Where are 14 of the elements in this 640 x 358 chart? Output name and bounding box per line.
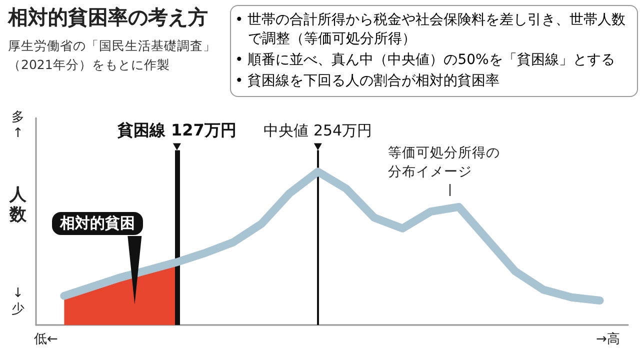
chart-subtitle: 厚生労働省の「国民生活基礎調査」（2021年分）をもとに作製 <box>8 37 217 74</box>
text: 多↑ <box>10 110 26 142</box>
y-axis-title: 人数 <box>8 185 28 225</box>
x-tick-label: 中央値 254万円 <box>264 122 372 140</box>
text: →高 <box>596 331 620 348</box>
text: 低← <box>34 331 58 348</box>
annotation: 等価可処分所得の分布イメージ <box>388 144 501 182</box>
chart-title: 相対的貧困率の考え方 <box>8 4 208 31</box>
x-tick-label: 貧困線 127万円 <box>116 120 236 140</box>
text: 相対的貧困 <box>52 212 143 235</box>
text: • 貧困線を下回る人の割合が相対的貧困率 <box>235 72 501 91</box>
text: • 世帯の合計所得から税金や社会保険料を差し引き、世帯人数で調整（等価可処分所得） <box>235 11 627 49</box>
text: • 順番に並べ、真ん中（中央値）の50%を「貧困線」とする <box>235 51 616 70</box>
text: ↓少 <box>10 286 26 318</box>
